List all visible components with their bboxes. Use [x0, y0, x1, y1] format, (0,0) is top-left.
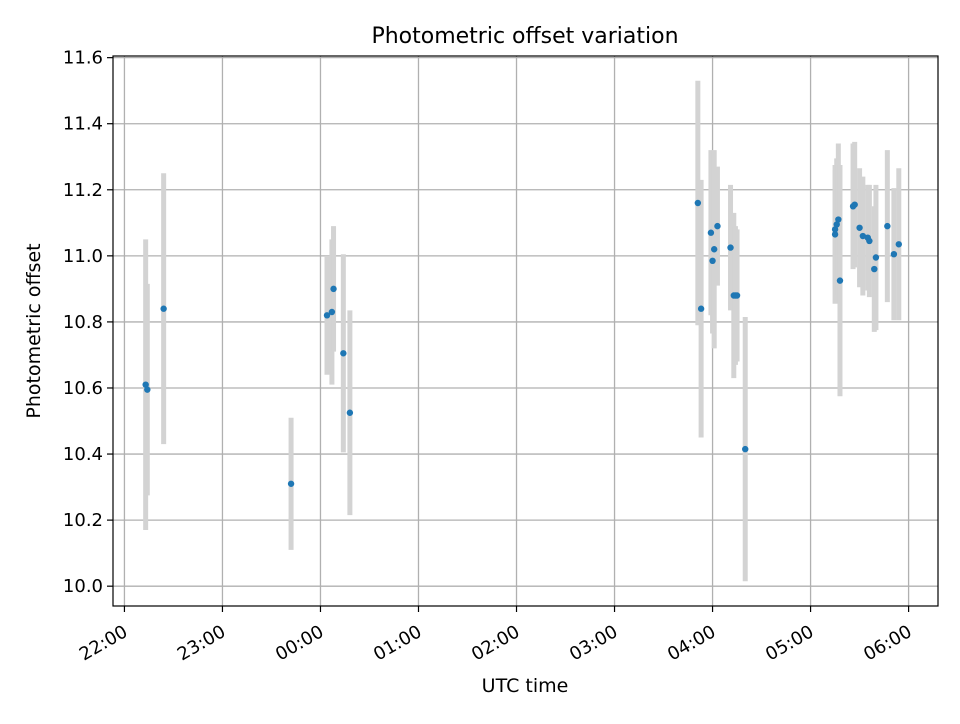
y-tick-label: 11.6 [63, 48, 103, 69]
data-point [328, 308, 336, 316]
data-point [144, 386, 151, 393]
data-point [884, 222, 891, 230]
data-point [835, 216, 842, 223]
data-point [346, 409, 354, 416]
plot-frame [112, 55, 939, 607]
y-tick-label: 11.2 [63, 180, 103, 201]
data-point [697, 305, 705, 312]
data-point [742, 445, 749, 453]
data-points [142, 199, 902, 487]
data-point [851, 201, 858, 208]
y-tick-label: 10.0 [63, 576, 103, 597]
data-point [831, 226, 839, 233]
y-tick-label: 10.6 [63, 378, 103, 399]
data-point [866, 237, 873, 245]
data-point [160, 305, 167, 312]
y-tick-label: 11.4 [63, 114, 103, 135]
data-point [872, 254, 880, 261]
y-axis-label: Photometric offset [23, 243, 45, 418]
data-point [890, 250, 898, 258]
data-point [714, 222, 721, 230]
data-point [142, 381, 149, 388]
data-point [707, 229, 715, 236]
data-point [859, 232, 867, 240]
data-point [895, 241, 902, 248]
y-tick-label: 10.4 [63, 444, 103, 465]
data-point [709, 257, 716, 265]
x-axis-label: UTC time [482, 675, 569, 697]
y-tick-label: 10.8 [63, 312, 103, 333]
data-point [733, 292, 741, 299]
chart-title: Photometric offset variation [371, 24, 678, 49]
data-point [727, 244, 734, 251]
data-point [871, 265, 878, 273]
data-point [836, 277, 844, 284]
data-point [323, 312, 331, 319]
data-point [856, 224, 863, 231]
data-point [340, 350, 347, 357]
data-point [833, 221, 840, 228]
data-point [694, 199, 702, 207]
data-point [330, 285, 337, 293]
data-point [287, 480, 295, 487]
y-tick-label: 10.2 [63, 510, 103, 531]
data-point [831, 231, 839, 238]
grid [113, 56, 938, 606]
y-axis-ticks: 10.0 10.2 10.4 10.6 10.8 11.0 11.2 11.4 11.6 [63, 48, 113, 597]
y-tick-label: 11.0 [63, 246, 103, 267]
data-point [710, 246, 718, 253]
